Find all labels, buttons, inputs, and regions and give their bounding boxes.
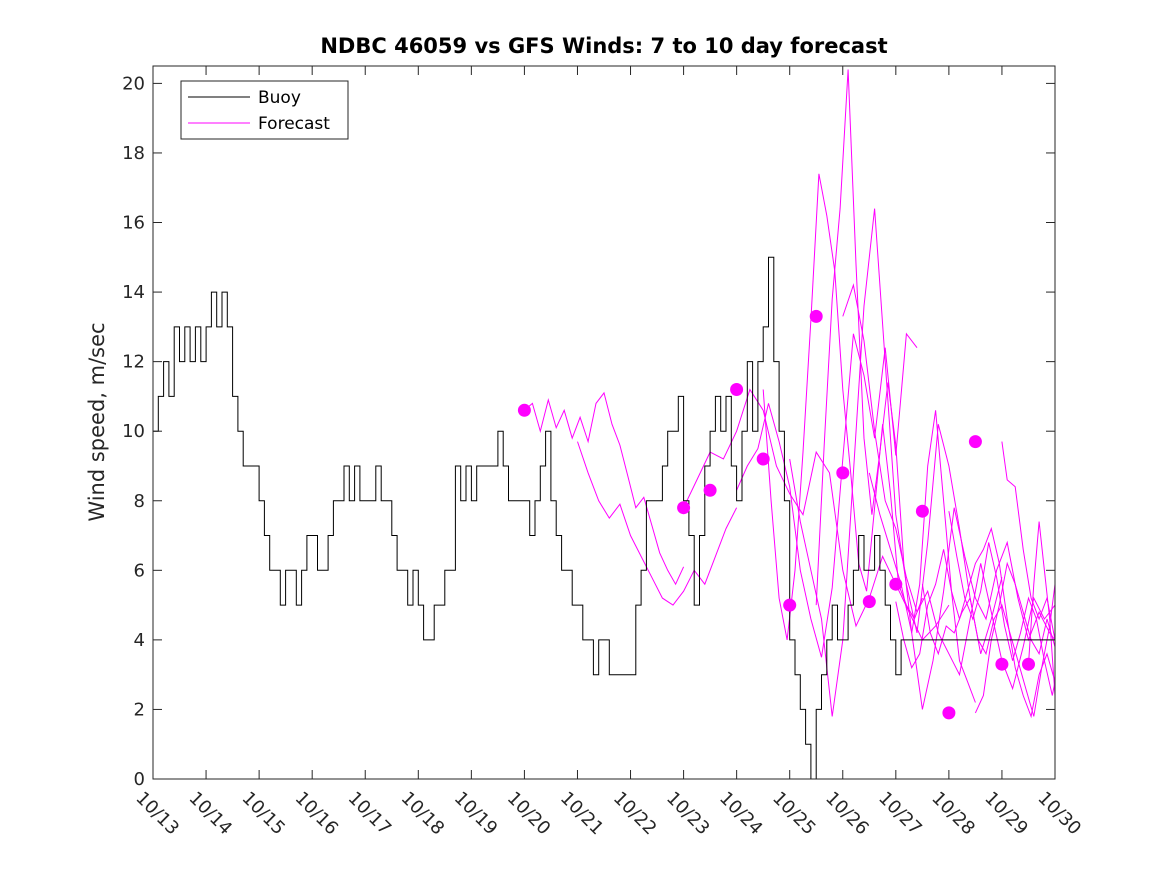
y-tick-label: 14 — [122, 282, 145, 303]
x-tick-label: 10/29 — [980, 788, 1032, 840]
forecast-start-marker — [730, 383, 744, 396]
forecast-start-marker — [677, 501, 691, 515]
y-tick-label: 2 — [134, 699, 145, 720]
x-tick-label: 10/21 — [556, 788, 608, 840]
forecast-start-marker — [995, 657, 1009, 671]
legend-forecast-label: Forecast — [258, 114, 330, 134]
y-tick-label: 16 — [122, 213, 145, 234]
forecast-series-line-1 — [524, 391, 685, 586]
y-tick-label: 4 — [134, 630, 145, 651]
x-tick-label: 10/26 — [821, 788, 873, 840]
forecast-series-line-9 — [868, 472, 1055, 710]
forecast-start-marker — [862, 595, 876, 609]
forecast-series-line-12 — [948, 511, 1055, 696]
plot-area — [153, 69, 1055, 779]
x-tick-label: 10/23 — [662, 788, 714, 840]
forecast-start-marker — [809, 309, 823, 323]
x-tick-label: 10/30 — [1033, 788, 1085, 840]
x-tick-label: 10/15 — [238, 788, 290, 840]
x-tick-label: 10/22 — [609, 788, 661, 840]
y-tick-label: 6 — [134, 560, 145, 581]
y-axis-label: Wind speed, m/sec — [85, 322, 109, 521]
legend-box — [180, 80, 349, 140]
legend-buoy-label: Buoy — [258, 88, 301, 108]
x-tick-label: 10/18 — [397, 788, 449, 840]
forecast-series-line-11 — [921, 584, 1055, 717]
x-tick-label: 10/27 — [874, 788, 926, 840]
forecast-start-marker — [517, 403, 531, 417]
y-tick-label: 12 — [122, 352, 145, 373]
forecast-series-line-8 — [842, 283, 1055, 691]
x-tick-label: 10/20 — [503, 788, 555, 840]
y-tick-label: 0 — [134, 769, 145, 790]
forecast-start-marker — [703, 483, 717, 497]
forecast-start-marker — [889, 577, 903, 591]
y-tick-label: 20 — [122, 73, 145, 94]
forecast-series-line-2 — [577, 441, 738, 606]
forecast-start-marker — [783, 598, 797, 612]
forecast-start-marker — [968, 435, 982, 449]
chart-title: NDBC 46059 vs GFS Winds: 7 to 10 day for… — [320, 34, 887, 58]
forecast-start-marker — [836, 466, 850, 480]
x-tick-label: 10/14 — [185, 788, 237, 840]
forecast-series-line-10 — [895, 526, 1055, 719]
forecast-start-marker — [756, 452, 770, 466]
x-tick-label: 10/13 — [131, 788, 183, 840]
axes-frame — [152, 65, 1056, 780]
y-tick-label: 18 — [122, 143, 145, 164]
forecast-series-line-13 — [974, 561, 1055, 714]
forecast-start-marker — [1022, 657, 1035, 671]
y-tick-label: 10 — [122, 421, 145, 442]
x-tick-label: 10/16 — [291, 788, 343, 840]
legend: Buoy Forecast — [180, 80, 349, 140]
x-tick-label: 10/24 — [715, 788, 767, 840]
forecast-series-line-14 — [1001, 441, 1055, 640]
forecast-series-line-4 — [736, 332, 918, 658]
forecast-series-line-6 — [789, 208, 1003, 717]
x-tick-label: 10/25 — [768, 788, 820, 840]
buoy-series-line — [153, 256, 1055, 779]
x-tick-label: 10/28 — [927, 788, 979, 840]
y-tick-label: 8 — [134, 491, 145, 512]
forecast-series-line-7 — [815, 69, 976, 703]
x-tick-label: 10/17 — [344, 788, 396, 840]
forecast-series-line-15 — [1028, 521, 1055, 696]
x-tick-label: 10/19 — [450, 788, 502, 840]
forecast-start-marker — [915, 504, 929, 518]
forecast-start-marker — [942, 706, 956, 720]
